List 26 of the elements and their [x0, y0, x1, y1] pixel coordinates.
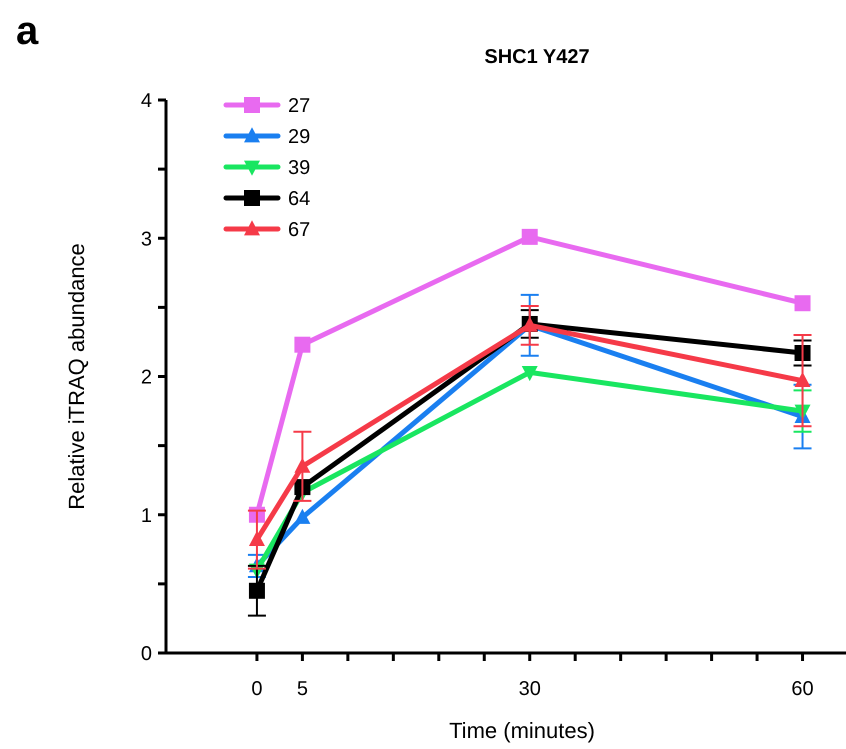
y-tick-label: 2	[140, 366, 152, 388]
point	[294, 336, 310, 353]
y-axis-title: Relative iTRAQ abundance	[64, 243, 89, 510]
point	[294, 508, 310, 524]
y-tick-label: 3	[140, 228, 152, 250]
point	[522, 228, 538, 245]
x-tick-label: 30	[518, 678, 541, 700]
point	[794, 295, 811, 312]
point	[794, 372, 811, 388]
x-axis-title: Time (minutes)	[449, 718, 595, 743]
text: a	[16, 9, 39, 53]
point	[294, 458, 310, 473]
point	[248, 530, 265, 546]
x-tick-label: 0	[251, 678, 262, 700]
legend-label: 64	[288, 188, 310, 210]
chart-title: SHC1 Y427	[484, 46, 590, 68]
legend-label: 67	[288, 219, 310, 241]
point	[248, 582, 265, 599]
y-tick-label: 4	[140, 90, 152, 112]
y-tick-label: 1	[140, 504, 152, 527]
legend-label: 27	[288, 95, 310, 117]
legend-label: 29	[288, 126, 310, 148]
x-tick-label: 5	[296, 678, 308, 700]
y-tick-label: 0	[140, 643, 152, 665]
legend-label: 39	[288, 157, 310, 179]
x-tick-label: 60	[791, 678, 814, 700]
